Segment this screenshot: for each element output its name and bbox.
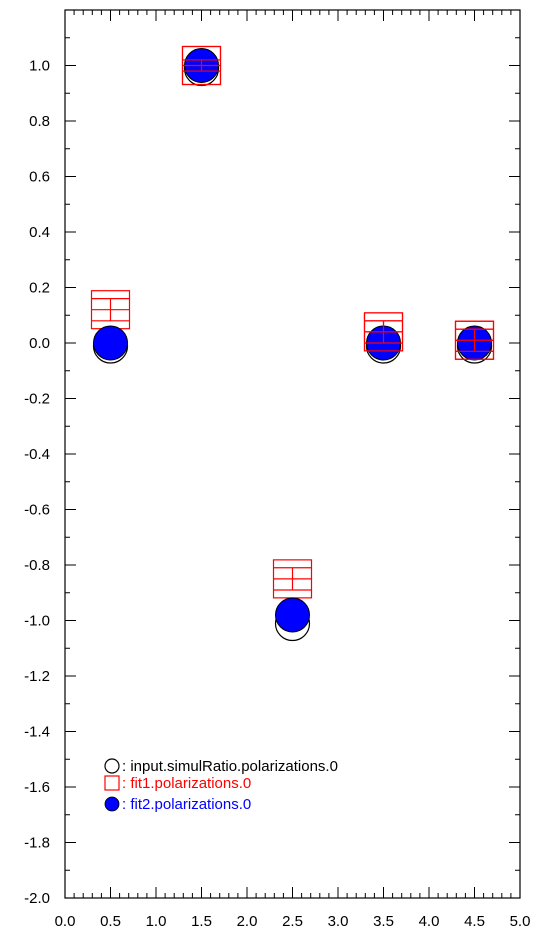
y-tick-label: -1.4 <box>24 724 50 741</box>
x-tick-label: 1.0 <box>146 913 167 930</box>
x-tick-label: 0.0 <box>55 913 76 930</box>
fit2-point <box>93 325 128 361</box>
x-tick-labels: 0.0 0.5 1.0 1.5 2.0 2.5 3.0 3.5 4.0 4.5 5.0 <box>55 913 531 930</box>
x-tick-label: 2.0 <box>237 913 258 930</box>
x-tick-label: 5.0 <box>510 913 531 930</box>
y-tick-label: -1.6 <box>24 779 50 796</box>
data-series <box>90 45 495 642</box>
legend: : input.simulRatio.polarizations.0 : fit… <box>104 758 338 813</box>
y-tick-label: 0.4 <box>29 224 50 241</box>
x-tick-label: 3.5 <box>373 913 394 930</box>
legend-marker-open-circle <box>104 758 120 774</box>
y-tick-label: 0.6 <box>29 169 50 186</box>
x-tick-label: 2.5 <box>282 913 303 930</box>
legend-marker-open-square <box>104 775 120 791</box>
fit1-point <box>272 559 313 599</box>
axis-ticks <box>64 9 521 899</box>
y-tick-label: -0.8 <box>24 557 50 574</box>
fit1-overlay <box>181 45 222 86</box>
legend-label-input: : input.simulRatio.polarizations.0 <box>122 758 338 775</box>
y-tick-label: 0.2 <box>29 280 50 297</box>
fit1-point <box>90 290 131 330</box>
fit1-overlay <box>363 312 404 352</box>
y-tick-label: -1.2 <box>24 668 50 685</box>
y-tick-labels: 1.0 0.8 0.6 0.4 0.2 0.0 -0.2 -0.4 -0.6 -0.8 -1.0 -1… <box>24 58 50 908</box>
x-tick-label: 4.5 <box>464 913 485 930</box>
legend-label-fit2: : fit2.polarizations.0 <box>122 796 251 813</box>
y-tick-label: -1.0 <box>24 613 50 630</box>
y-tick-label: -0.6 <box>24 502 50 519</box>
x-tick-label: 3.0 <box>328 913 349 930</box>
legend-marker-filled-circle <box>104 796 120 812</box>
fit1-overlay <box>454 320 495 360</box>
y-tick-label: 1.0 <box>29 58 50 75</box>
x-tick-label: 1.5 <box>191 913 212 930</box>
y-tick-label: -2.0 <box>24 890 50 907</box>
x-tick-label: 4.0 <box>419 913 440 930</box>
y-tick-label: -1.8 <box>24 835 50 852</box>
y-tick-label: 0.0 <box>29 335 50 352</box>
x-tick-label: 0.5 <box>100 913 121 930</box>
y-tick-label: -0.4 <box>24 446 50 463</box>
fit2-point <box>275 597 310 633</box>
legend-label-fit1: : fit1.polarizations.0 <box>122 775 251 792</box>
y-tick-label: 0.8 <box>29 113 50 130</box>
y-tick-label: -0.2 <box>24 391 50 408</box>
